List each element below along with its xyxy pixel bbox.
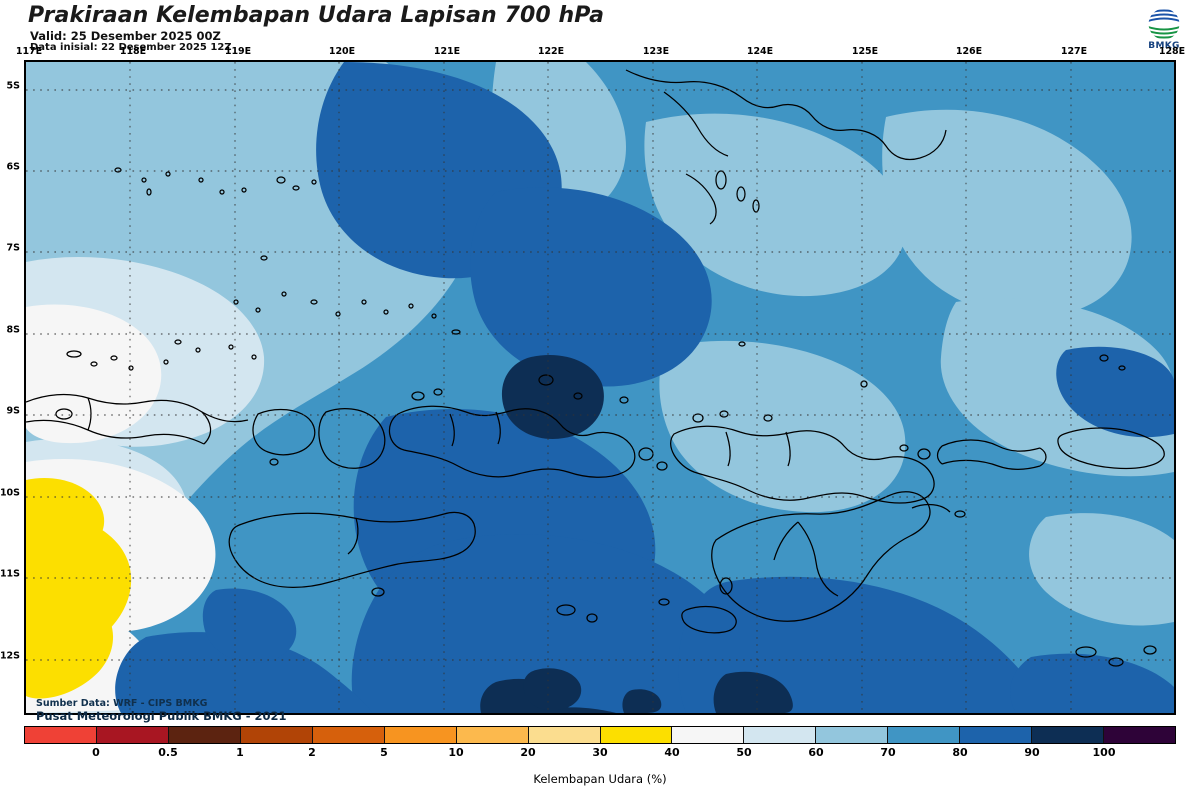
colorbar-segment-1 xyxy=(96,727,169,743)
colorbar-tick-6: 20 xyxy=(520,746,536,759)
colorbar-tick-12: 80 xyxy=(952,746,968,759)
lon-tick-128e: 128E xyxy=(1158,46,1186,57)
colorbar-tick-1: 0.5 xyxy=(158,746,178,759)
colorbar-tick-7: 30 xyxy=(592,746,608,759)
colorbar-segment-2 xyxy=(168,727,241,743)
fill-band-80-90 xyxy=(115,62,1174,713)
colorbar-segment-5 xyxy=(384,727,457,743)
lon-tick-118e: 118E xyxy=(119,46,147,57)
colorbar-title: Kelembapan Udara (%) xyxy=(533,772,667,786)
lat-tick-11s: 11S xyxy=(0,568,20,580)
lon-tick-126e: 126E xyxy=(955,46,983,57)
colorbar-tick-10: 60 xyxy=(808,746,824,759)
colorbar-segment-12 xyxy=(888,727,961,743)
lon-tick-120e: 120E xyxy=(328,46,356,57)
lat-tick-10s: 10S xyxy=(0,487,20,499)
bmkg-logo-label: BMKG xyxy=(1148,41,1180,51)
lat-tick-7s: 7S xyxy=(6,242,20,254)
colorbar-segment-11 xyxy=(816,727,889,743)
colorbar-segment-6 xyxy=(456,727,529,743)
colorbar-tick-3: 2 xyxy=(308,746,316,759)
coastline-layer xyxy=(26,69,1165,667)
colorbar-tick-4: 5 xyxy=(380,746,388,759)
lon-tick-122e: 122E xyxy=(537,46,565,57)
humidity-contour-map xyxy=(26,62,1174,713)
colorbar-segment-14 xyxy=(1032,727,1105,743)
colorbar-segment-10 xyxy=(744,727,817,743)
colorbar-segment-7 xyxy=(528,727,601,743)
colorbar-segment-15 xyxy=(1104,727,1175,743)
lon-tick-123e: 123E xyxy=(642,46,670,57)
lat-tick-9s: 9S xyxy=(6,405,20,417)
page-title: Prakiraan Kelembapan Udara Lapisan 700 h… xyxy=(28,3,605,28)
bmkg-circular-emblem-icon xyxy=(1136,5,1192,43)
colorbar-tick-2: 1 xyxy=(236,746,244,759)
lon-tick-125e: 125E xyxy=(851,46,879,57)
colorbar-segment-4 xyxy=(312,727,385,743)
colorbar-segment-0 xyxy=(25,727,97,743)
lon-tick-127e: 127E xyxy=(1060,46,1088,57)
colorbar-tick-13: 90 xyxy=(1024,746,1040,759)
lon-tick-121e: 121E xyxy=(433,46,461,57)
colorbar-tick-0: 0 xyxy=(92,746,100,759)
lat-tick-6s: 6S xyxy=(6,161,20,173)
publisher-label: Pusat Meteorologi Publik BMKG - 2021 xyxy=(36,709,287,723)
colorbar[interactable] xyxy=(24,726,1176,744)
colorbar-tick-9: 50 xyxy=(736,746,752,759)
lat-tick-8s: 8S xyxy=(6,324,20,336)
map-plot-area[interactable] xyxy=(24,60,1176,715)
fill-band-30-40-yellow xyxy=(26,478,132,699)
colorbar-tick-5: 10 xyxy=(448,746,464,759)
lat-tick-5s: 5S xyxy=(6,80,20,92)
colorbar-segment-3 xyxy=(240,727,313,743)
colorbar-segment-8 xyxy=(600,727,673,743)
header: Prakiraan Kelembapan Udara Lapisan 700 h… xyxy=(0,0,1200,56)
bmkg-logo: BMKG xyxy=(1136,5,1192,53)
lon-tick-119e: 119E xyxy=(224,46,252,57)
fill-band-90-100 xyxy=(480,355,793,713)
colorbar-tick-8: 40 xyxy=(664,746,680,759)
valid-time-label: Valid: 25 Desember 2025 00Z xyxy=(30,29,221,43)
colorbar-segment-13 xyxy=(960,727,1033,743)
lon-tick-117e: 117E xyxy=(15,46,43,57)
initial-data-label: Data inisial: 22 Desember 2025 12Z xyxy=(30,42,232,53)
colorbar-segment-9 xyxy=(672,727,745,743)
lat-tick-12s: 12S xyxy=(0,650,20,662)
lon-tick-124e: 124E xyxy=(746,46,774,57)
colorbar-tick-11: 70 xyxy=(880,746,896,759)
data-source-label: Sumber Data: WRF - CIPS BMKG xyxy=(36,698,208,709)
colorbar-tick-14: 100 xyxy=(1092,746,1116,759)
